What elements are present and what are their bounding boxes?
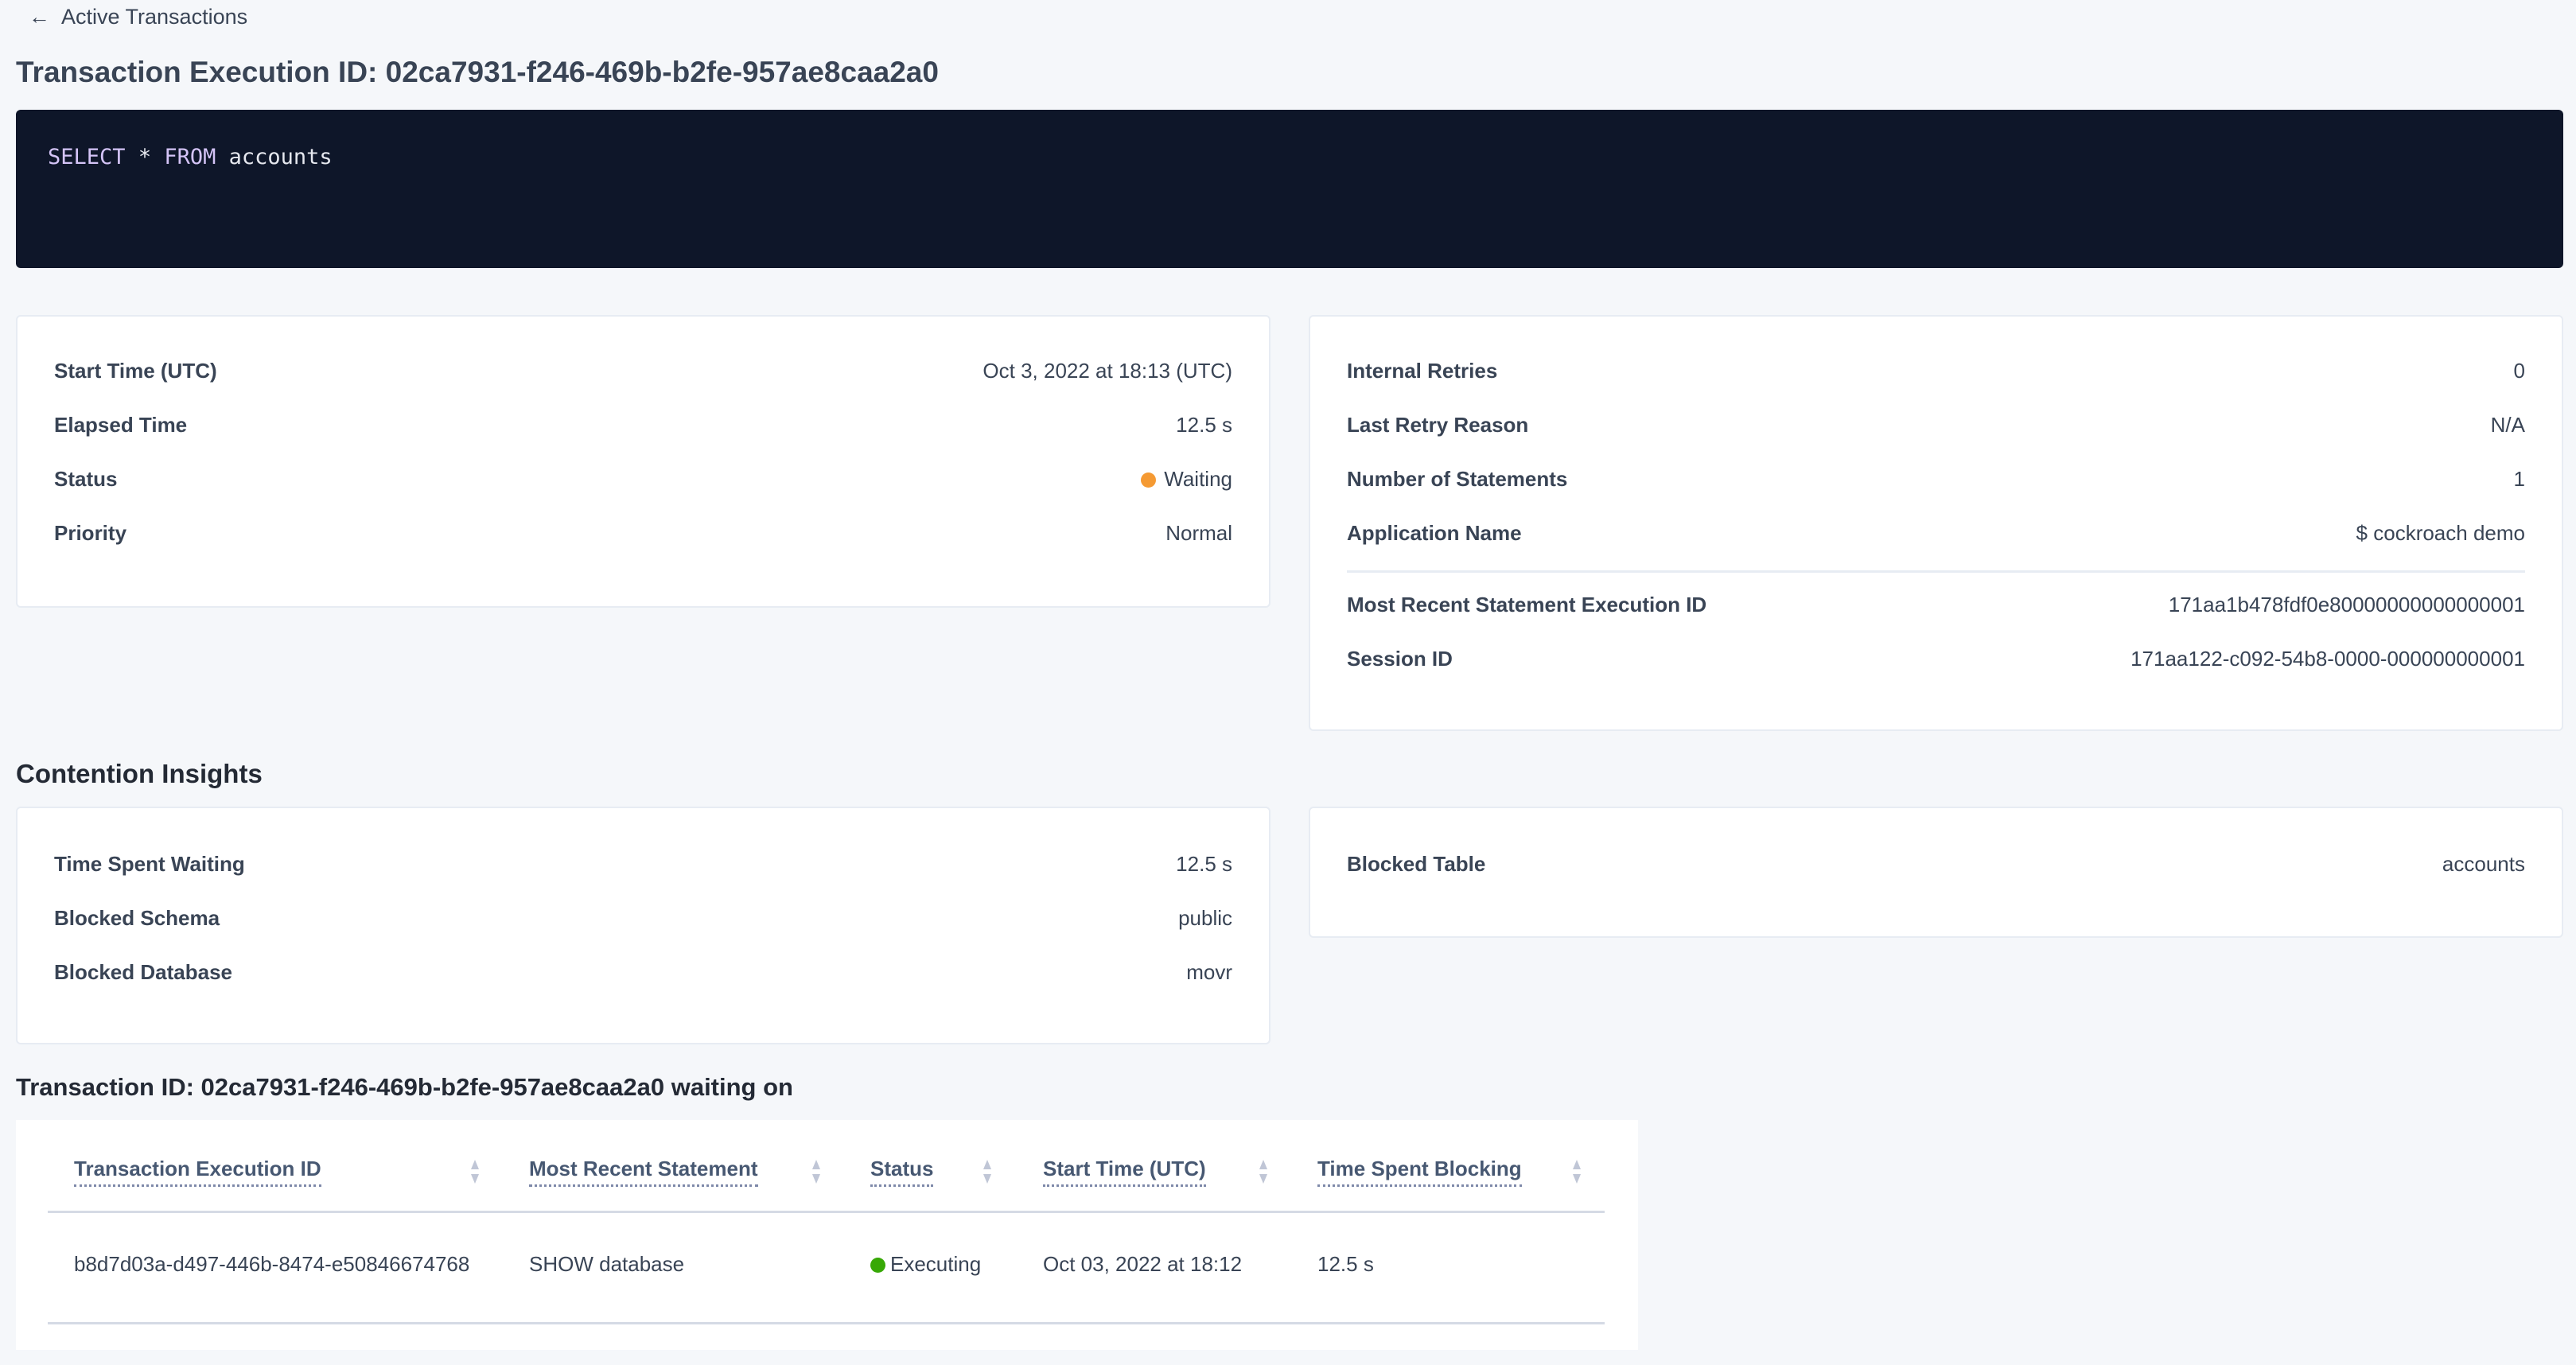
status-dot-icon: [870, 1258, 885, 1273]
detail-label: Status: [54, 466, 118, 491]
detail-row: Blocked Database movr: [54, 956, 1232, 988]
sort-icon[interactable]: [810, 1158, 823, 1185]
cell-status: Executing: [870, 1252, 981, 1277]
detail-value: 12.5 s: [1176, 412, 1232, 437]
status-text: Waiting: [1164, 466, 1232, 491]
detail-value: 0: [2513, 358, 2525, 383]
sql-code-block: SELECT * FROM accounts: [16, 110, 2563, 268]
arrow-left-icon: ←: [29, 5, 50, 29]
sql-table: accounts: [228, 145, 333, 169]
sort-icon[interactable]: [469, 1158, 481, 1185]
divider: [1347, 570, 2525, 573]
contention-card-left: Time Spent Waiting 12.5 s Blocked Schema p…: [16, 807, 1270, 1044]
detail-value: movr: [1186, 959, 1232, 984]
sort-icon[interactable]: [1257, 1158, 1270, 1185]
detail-value: accounts: [2442, 851, 2525, 876]
statement-execution-id-link[interactable]: 171aa1b478fdf0e80000000000000001: [2168, 592, 2525, 616]
cell-transaction-id[interactable]: b8d7d03a-d497-446b-8474-e50846674768: [74, 1252, 470, 1276]
details-card-right: Internal Retries 0 Last Retry Reason N/A N…: [1309, 315, 2563, 731]
detail-label: Internal Retries: [1347, 358, 1498, 383]
detail-label: Session ID: [1347, 646, 1453, 671]
sql-star: *: [138, 145, 152, 169]
sql-keyword: FROM: [164, 145, 216, 169]
detail-row: Internal Retries 0: [1347, 355, 2525, 387]
detail-value: 12.5 s: [1176, 851, 1232, 876]
page-title: Transaction Execution ID: 02ca7931-f246-…: [16, 56, 939, 88]
detail-label: Blocked Table: [1347, 851, 1486, 876]
detail-row: Blocked Table accounts: [1347, 848, 2525, 880]
detail-label: Application Name: [1347, 520, 1522, 545]
detail-value: Normal: [1165, 520, 1232, 545]
detail-row: Last Retry Reason N/A: [1347, 409, 2525, 441]
status-dot-icon: [1141, 472, 1157, 488]
column-header[interactable]: Start Time (UTC): [1043, 1157, 1206, 1187]
column-header[interactable]: Most Recent Statement: [529, 1157, 758, 1187]
detail-label: Time Spent Waiting: [54, 851, 245, 876]
cell-blocking: 12.5 s: [1317, 1252, 1374, 1276]
detail-row: Priority Normal: [54, 517, 1232, 549]
back-link[interactable]: ← Active Transactions: [29, 5, 247, 29]
contention-heading: Contention Insights: [16, 759, 263, 788]
detail-label: Last Retry Reason: [1347, 412, 1529, 437]
back-link-label: Active Transactions: [61, 5, 248, 29]
sql-keyword: SELECT: [48, 145, 126, 169]
detail-row: Number of Statements 1: [1347, 463, 2525, 495]
detail-row: Most Recent Statement Execution ID 171aa1…: [1347, 589, 2525, 620]
detail-label: Start Time (UTC): [54, 358, 217, 383]
waiting-table-card: [16, 1120, 1638, 1350]
detail-value: Oct 3, 2022 at 18:13 (UTC): [983, 358, 1232, 383]
detail-label: Blocked Database: [54, 959, 232, 984]
detail-value: public: [1178, 905, 1232, 930]
detail-label: Blocked Schema: [54, 905, 220, 930]
detail-row: Time Spent Waiting 12.5 s: [54, 848, 1232, 880]
detail-label: Elapsed Time: [54, 412, 188, 437]
column-header[interactable]: Transaction Execution ID: [74, 1157, 321, 1187]
detail-row: Start Time (UTC) Oct 3, 2022 at 18:13 (UT…: [54, 355, 1232, 387]
detail-row: Status Waiting: [54, 463, 1232, 495]
cell-start-time: Oct 03, 2022 at 18:12: [1043, 1252, 1243, 1276]
detail-value: N/A: [2490, 412, 2525, 437]
column-header[interactable]: Time Spent Blocking: [1317, 1157, 1522, 1187]
sort-icon[interactable]: [1570, 1158, 1583, 1185]
column-header[interactable]: Status: [870, 1157, 934, 1187]
cell-statement: SHOW database: [529, 1252, 685, 1276]
row-divider: [48, 1322, 1605, 1324]
sort-icon[interactable]: [981, 1158, 994, 1185]
waiting-heading: Transaction ID: 02ca7931-f246-469b-b2fe-…: [16, 1073, 793, 1101]
detail-row: Elapsed Time 12.5 s: [54, 409, 1232, 441]
detail-value: 1: [2513, 466, 2525, 491]
header-divider: [48, 1211, 1605, 1213]
contention-card-right: Blocked Table accounts: [1309, 807, 2563, 938]
detail-row: Session ID 171aa122-c092-54b8-0000-000000…: [1347, 643, 2525, 675]
details-card-left: Start Time (UTC) Oct 3, 2022 at 18:13 (UT…: [16, 315, 1270, 608]
detail-label: Most Recent Statement Execution ID: [1347, 592, 1707, 616]
detail-value: $ cockroach demo: [2356, 520, 2525, 545]
status-text: Executing: [890, 1252, 982, 1276]
detail-label: Number of Statements: [1347, 466, 1568, 491]
detail-label: Priority: [54, 520, 127, 545]
session-id-link[interactable]: 171aa122-c092-54b8-0000-000000000001: [2130, 646, 2525, 671]
detail-row: Application Name $ cockroach demo: [1347, 517, 2525, 549]
detail-row: Blocked Schema public: [54, 902, 1232, 934]
status-badge: Waiting: [1141, 467, 1232, 492]
